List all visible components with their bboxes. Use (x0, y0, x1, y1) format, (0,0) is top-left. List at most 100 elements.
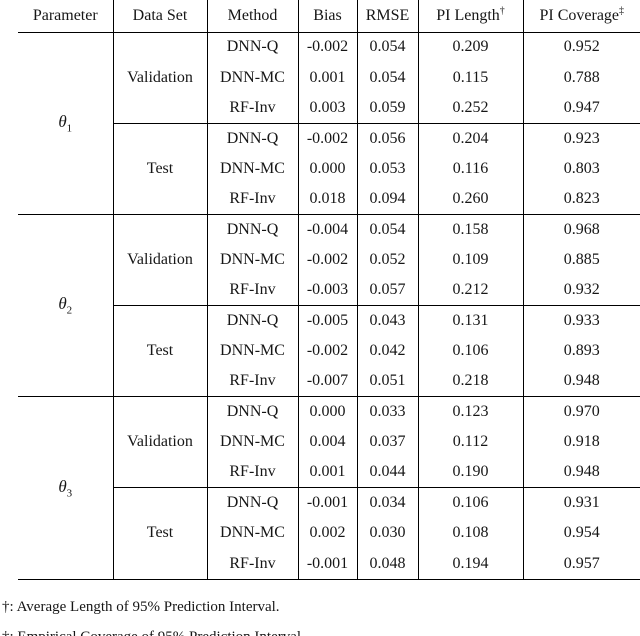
cell-method: DNN-MC (206, 153, 298, 184)
col-header-pi-coverage: PI Coverage‡ (522, 0, 640, 33)
cell-bias: 0.000 (297, 396, 357, 428)
cell-method: DNN-MC (206, 427, 298, 458)
dagger-icon: † (499, 5, 505, 17)
cell-pi-length: 0.209 (417, 32, 523, 63)
cell-rmse: 0.054 (356, 213, 418, 245)
cell-pi-coverage: 0.948 (522, 366, 640, 397)
cell-pi-coverage: 0.788 (522, 62, 640, 93)
cell-parameter: θ2 (18, 213, 113, 397)
cell-pi-coverage: 0.957 (522, 548, 640, 580)
col-header-pi-coverage-text: PI Coverage (539, 6, 620, 24)
cell-method: RF-Inv (206, 92, 298, 124)
table-row: DNN-MC -0.002 0.052 0.109 0.885 (18, 244, 640, 276)
cell-pi-coverage: 0.954 (522, 518, 640, 549)
double-dagger-icon: ‡ (619, 5, 625, 17)
cell-pi-length: 0.190 (417, 457, 523, 488)
cell-rmse: 0.054 (356, 62, 418, 93)
cell-dataset: Validation (112, 32, 207, 124)
cell-pi-length: 0.252 (417, 92, 523, 124)
cell-method: DNN-MC (206, 518, 298, 549)
cell-pi-length: 0.112 (417, 427, 523, 458)
cell-bias: -0.002 (297, 122, 357, 154)
cell-pi-length: 0.106 (417, 487, 523, 519)
cell-pi-coverage: 0.952 (522, 32, 640, 63)
cell-bias: -0.002 (297, 335, 357, 367)
cell-method: DNN-Q (206, 32, 298, 63)
table-row: Test DNN-Q -0.001 0.034 0.106 0.931 (18, 487, 640, 580)
table-row: Test DNN-Q -0.002 0.056 0.204 0.923 (18, 122, 640, 215)
cell-parameter: θ1 (18, 32, 113, 214)
cell-pi-coverage: 0.968 (522, 213, 640, 245)
cell-pi-coverage: 0.931 (522, 487, 640, 519)
cell-bias: -0.001 (297, 487, 357, 519)
cell-method: DNN-Q (206, 122, 298, 154)
cell-method: RF-Inv (206, 183, 298, 215)
cell-bias: -0.004 (297, 213, 357, 245)
cell-rmse: 0.030 (356, 518, 418, 549)
cell-pi-coverage: 0.803 (522, 153, 640, 184)
cell-pi-length: 0.158 (417, 213, 523, 245)
cell-pi-coverage: 0.947 (522, 92, 640, 124)
cell-rmse: 0.033 (356, 396, 418, 428)
cell-pi-length: 0.108 (417, 518, 523, 549)
cell-bias: -0.001 (297, 548, 357, 580)
col-header-bias: Bias (297, 0, 357, 33)
table-row: θ3 Validation DNN-Q 0.000 0.033 0.123 0.… (18, 396, 640, 580)
parameter-subscript: 3 (66, 487, 73, 500)
cell-pi-length: 0.212 (417, 275, 523, 306)
table-row: Test DNN-Q -0.005 0.043 0.131 0.933 (18, 305, 640, 397)
cell-dataset: Test (112, 487, 207, 580)
table-row: RF-Inv 0.001 0.044 0.190 0.948 (18, 457, 640, 488)
cell-rmse: 0.044 (356, 457, 418, 488)
cell-method: DNN-MC (206, 335, 298, 367)
cell-dataset: Validation (112, 396, 207, 488)
cell-pi-coverage: 0.970 (522, 396, 640, 428)
parameter-subscript: 2 (66, 304, 73, 317)
cell-rmse: 0.051 (356, 366, 418, 397)
footnote-dagger: †: Average Length of 95% Prediction Inte… (2, 599, 280, 615)
cell-bias: 0.018 (297, 183, 357, 215)
cell-parameter: θ3 (18, 396, 113, 580)
cell-bias: 0.001 (297, 457, 357, 488)
cell-rmse: 0.034 (356, 487, 418, 519)
col-header-pi-length-text: PI Length (436, 6, 500, 24)
cell-bias: -0.003 (297, 275, 357, 306)
parameter-subscript: 1 (66, 122, 73, 135)
table-row: RF-Inv -0.003 0.057 0.212 0.932 (18, 275, 640, 306)
col-header-parameter: Parameter (18, 0, 113, 33)
cell-pi-length: 0.260 (417, 183, 523, 215)
col-header-dataset: Data Set (112, 0, 207, 33)
cell-method: DNN-Q (206, 487, 298, 519)
cell-method: RF-Inv (206, 366, 298, 397)
cell-bias: 0.001 (297, 62, 357, 93)
parameter-symbol: θ (58, 476, 67, 496)
cell-bias: 0.000 (297, 153, 357, 184)
cell-pi-length: 0.115 (417, 62, 523, 93)
cell-dataset: Test (112, 305, 207, 397)
cell-rmse: 0.054 (356, 32, 418, 63)
cell-rmse: 0.037 (356, 427, 418, 458)
cell-pi-coverage: 0.893 (522, 335, 640, 367)
table-header-row: Parameter Data Set Method Bias RMSE PI L… (18, 0, 640, 33)
cell-pi-coverage: 0.932 (522, 275, 640, 306)
table-row: RF-Inv -0.001 0.048 0.194 0.957 (18, 548, 640, 580)
cell-pi-length: 0.131 (417, 305, 523, 336)
cell-pi-length: 0.123 (417, 396, 523, 428)
cell-method: DNN-MC (206, 244, 298, 276)
cell-bias: 0.004 (297, 427, 357, 458)
table-row: DNN-MC 0.004 0.037 0.112 0.918 (18, 427, 640, 458)
cell-method: RF-Inv (206, 457, 298, 488)
cell-method: RF-Inv (206, 548, 298, 580)
cell-bias: -0.005 (297, 305, 357, 336)
cell-pi-length: 0.204 (417, 122, 523, 154)
cell-rmse: 0.048 (356, 548, 418, 580)
col-header-rmse: RMSE (356, 0, 418, 33)
cell-bias: 0.002 (297, 518, 357, 549)
cell-method: DNN-Q (206, 396, 298, 428)
cell-method: RF-Inv (206, 275, 298, 306)
cell-pi-coverage: 0.918 (522, 427, 640, 458)
cell-rmse: 0.094 (356, 183, 418, 215)
cell-pi-length: 0.109 (417, 244, 523, 276)
parameter-symbol: θ (58, 294, 67, 314)
cell-pi-length: 0.106 (417, 335, 523, 367)
